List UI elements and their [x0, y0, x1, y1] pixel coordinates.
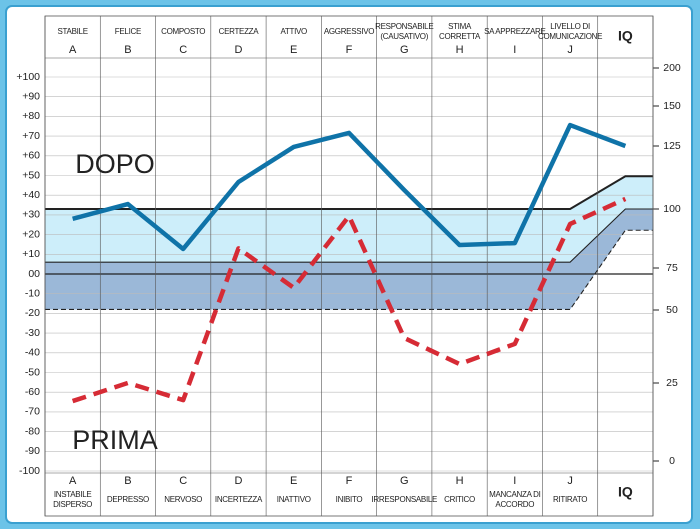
y2-tick-label: 200	[663, 62, 681, 74]
y-tick-label: -40	[25, 347, 40, 359]
x-tick-label: C	[179, 475, 187, 487]
y-tick-label: +80	[22, 110, 40, 122]
x-tick-label: D	[234, 475, 242, 487]
x-tick-label: F	[346, 44, 353, 56]
y2-tick-label: 25	[666, 377, 678, 389]
series-line	[71, 196, 627, 404]
category-label: AGGRESSIVO	[324, 27, 374, 36]
y-tick-label: -80	[25, 425, 40, 437]
category-label: LIVELLO DI	[550, 22, 590, 31]
x-tick-label: B	[124, 475, 131, 487]
x-tick-label: G	[400, 475, 409, 487]
category-label: COMUNICAZIONE	[538, 32, 602, 41]
y-tick-label: +60	[22, 150, 40, 162]
y-tick-label: -100	[19, 465, 40, 477]
x-tick-label: F	[346, 475, 353, 487]
category-label: IRRESPONSABILE	[371, 495, 437, 504]
category-label: STABILE	[58, 27, 88, 36]
y-tick-label: +90	[22, 90, 40, 102]
category-label: CERTEZZA	[219, 27, 260, 36]
x-tick-label: E	[290, 475, 297, 487]
category-label: INATTIVO	[277, 495, 311, 504]
y-tick-label: -60	[25, 386, 40, 398]
iq-label: IQ	[618, 28, 633, 44]
category-label: DISPERSO	[53, 500, 92, 509]
category-label: INCERTEZZA	[215, 495, 263, 504]
x-tick-label: H	[456, 475, 464, 487]
x-tick-label: G	[400, 44, 409, 56]
category-label: COMPOSTO	[161, 27, 205, 36]
axis-box	[44, 15, 654, 517]
y-tick-label: 00	[28, 268, 40, 280]
y-tick-label: -30	[25, 327, 40, 339]
x-tick-label: I	[513, 475, 516, 487]
y-tick-label: -10	[25, 287, 40, 299]
y2-tick-label: 50	[666, 304, 678, 316]
y-tick-label: -70	[25, 406, 40, 418]
y-tick-label: -20	[25, 307, 40, 319]
category-label: INIBITO	[336, 495, 363, 504]
y-tick-label: +50	[22, 169, 40, 181]
y-tick-label: +40	[22, 189, 40, 201]
y2-tick-label: 75	[666, 262, 678, 274]
x-tick-label: D	[234, 44, 242, 56]
category-label: RESPONSABILE	[375, 22, 433, 31]
x-tick-label: H	[456, 44, 464, 56]
x-tick-label: J	[567, 475, 573, 487]
iq-label: IQ	[618, 484, 633, 500]
category-label: CRITICO	[444, 495, 475, 504]
category-label: INSTABILE	[54, 490, 92, 499]
category-label: SA APPREZZARE	[484, 27, 545, 36]
category-label: FELICE	[115, 27, 141, 36]
x-tick-label: E	[290, 44, 297, 56]
y-tick-label: +10	[22, 248, 40, 260]
x-tick-label: J	[567, 44, 573, 56]
x-tick-label: A	[69, 475, 77, 487]
category-label: CORRETTA	[439, 32, 481, 41]
category-label: ACCORDO	[495, 500, 534, 509]
series-line	[72, 122, 627, 252]
series-name: PRIMA	[72, 425, 158, 455]
y-tick-label: -50	[25, 366, 40, 378]
category-label: MANCANZA DI	[489, 490, 540, 499]
series-name: DOPO	[75, 149, 155, 179]
category-label: NERVOSO	[164, 495, 202, 504]
y-tick-label: +70	[22, 130, 40, 142]
reference-line	[45, 229, 653, 311]
x-tick-label: A	[69, 44, 77, 56]
y-tick-label: +20	[22, 228, 40, 240]
y2-tick-label: 100	[663, 203, 681, 215]
y-tick-label: +100	[16, 71, 40, 83]
category-label: DEPRESSO	[107, 495, 149, 504]
category-label: STIMA	[448, 22, 472, 31]
x-tick-label: B	[124, 44, 131, 56]
y-tick-label: -90	[25, 445, 40, 457]
band-lower	[45, 209, 653, 310]
y2-tick-label: 150	[663, 100, 681, 112]
y-tick-label: +30	[22, 209, 40, 221]
y2-tick-label: 125	[663, 140, 681, 152]
band-upper	[45, 176, 653, 263]
x-tick-label: C	[179, 44, 187, 56]
x-tick-label: I	[513, 44, 516, 56]
category-label: RITIRATO	[553, 495, 587, 504]
y2-tick-label: 0	[669, 455, 675, 467]
category-label: ATTIVO	[280, 27, 307, 36]
category-label: (CAUSATIVO)	[380, 32, 428, 41]
